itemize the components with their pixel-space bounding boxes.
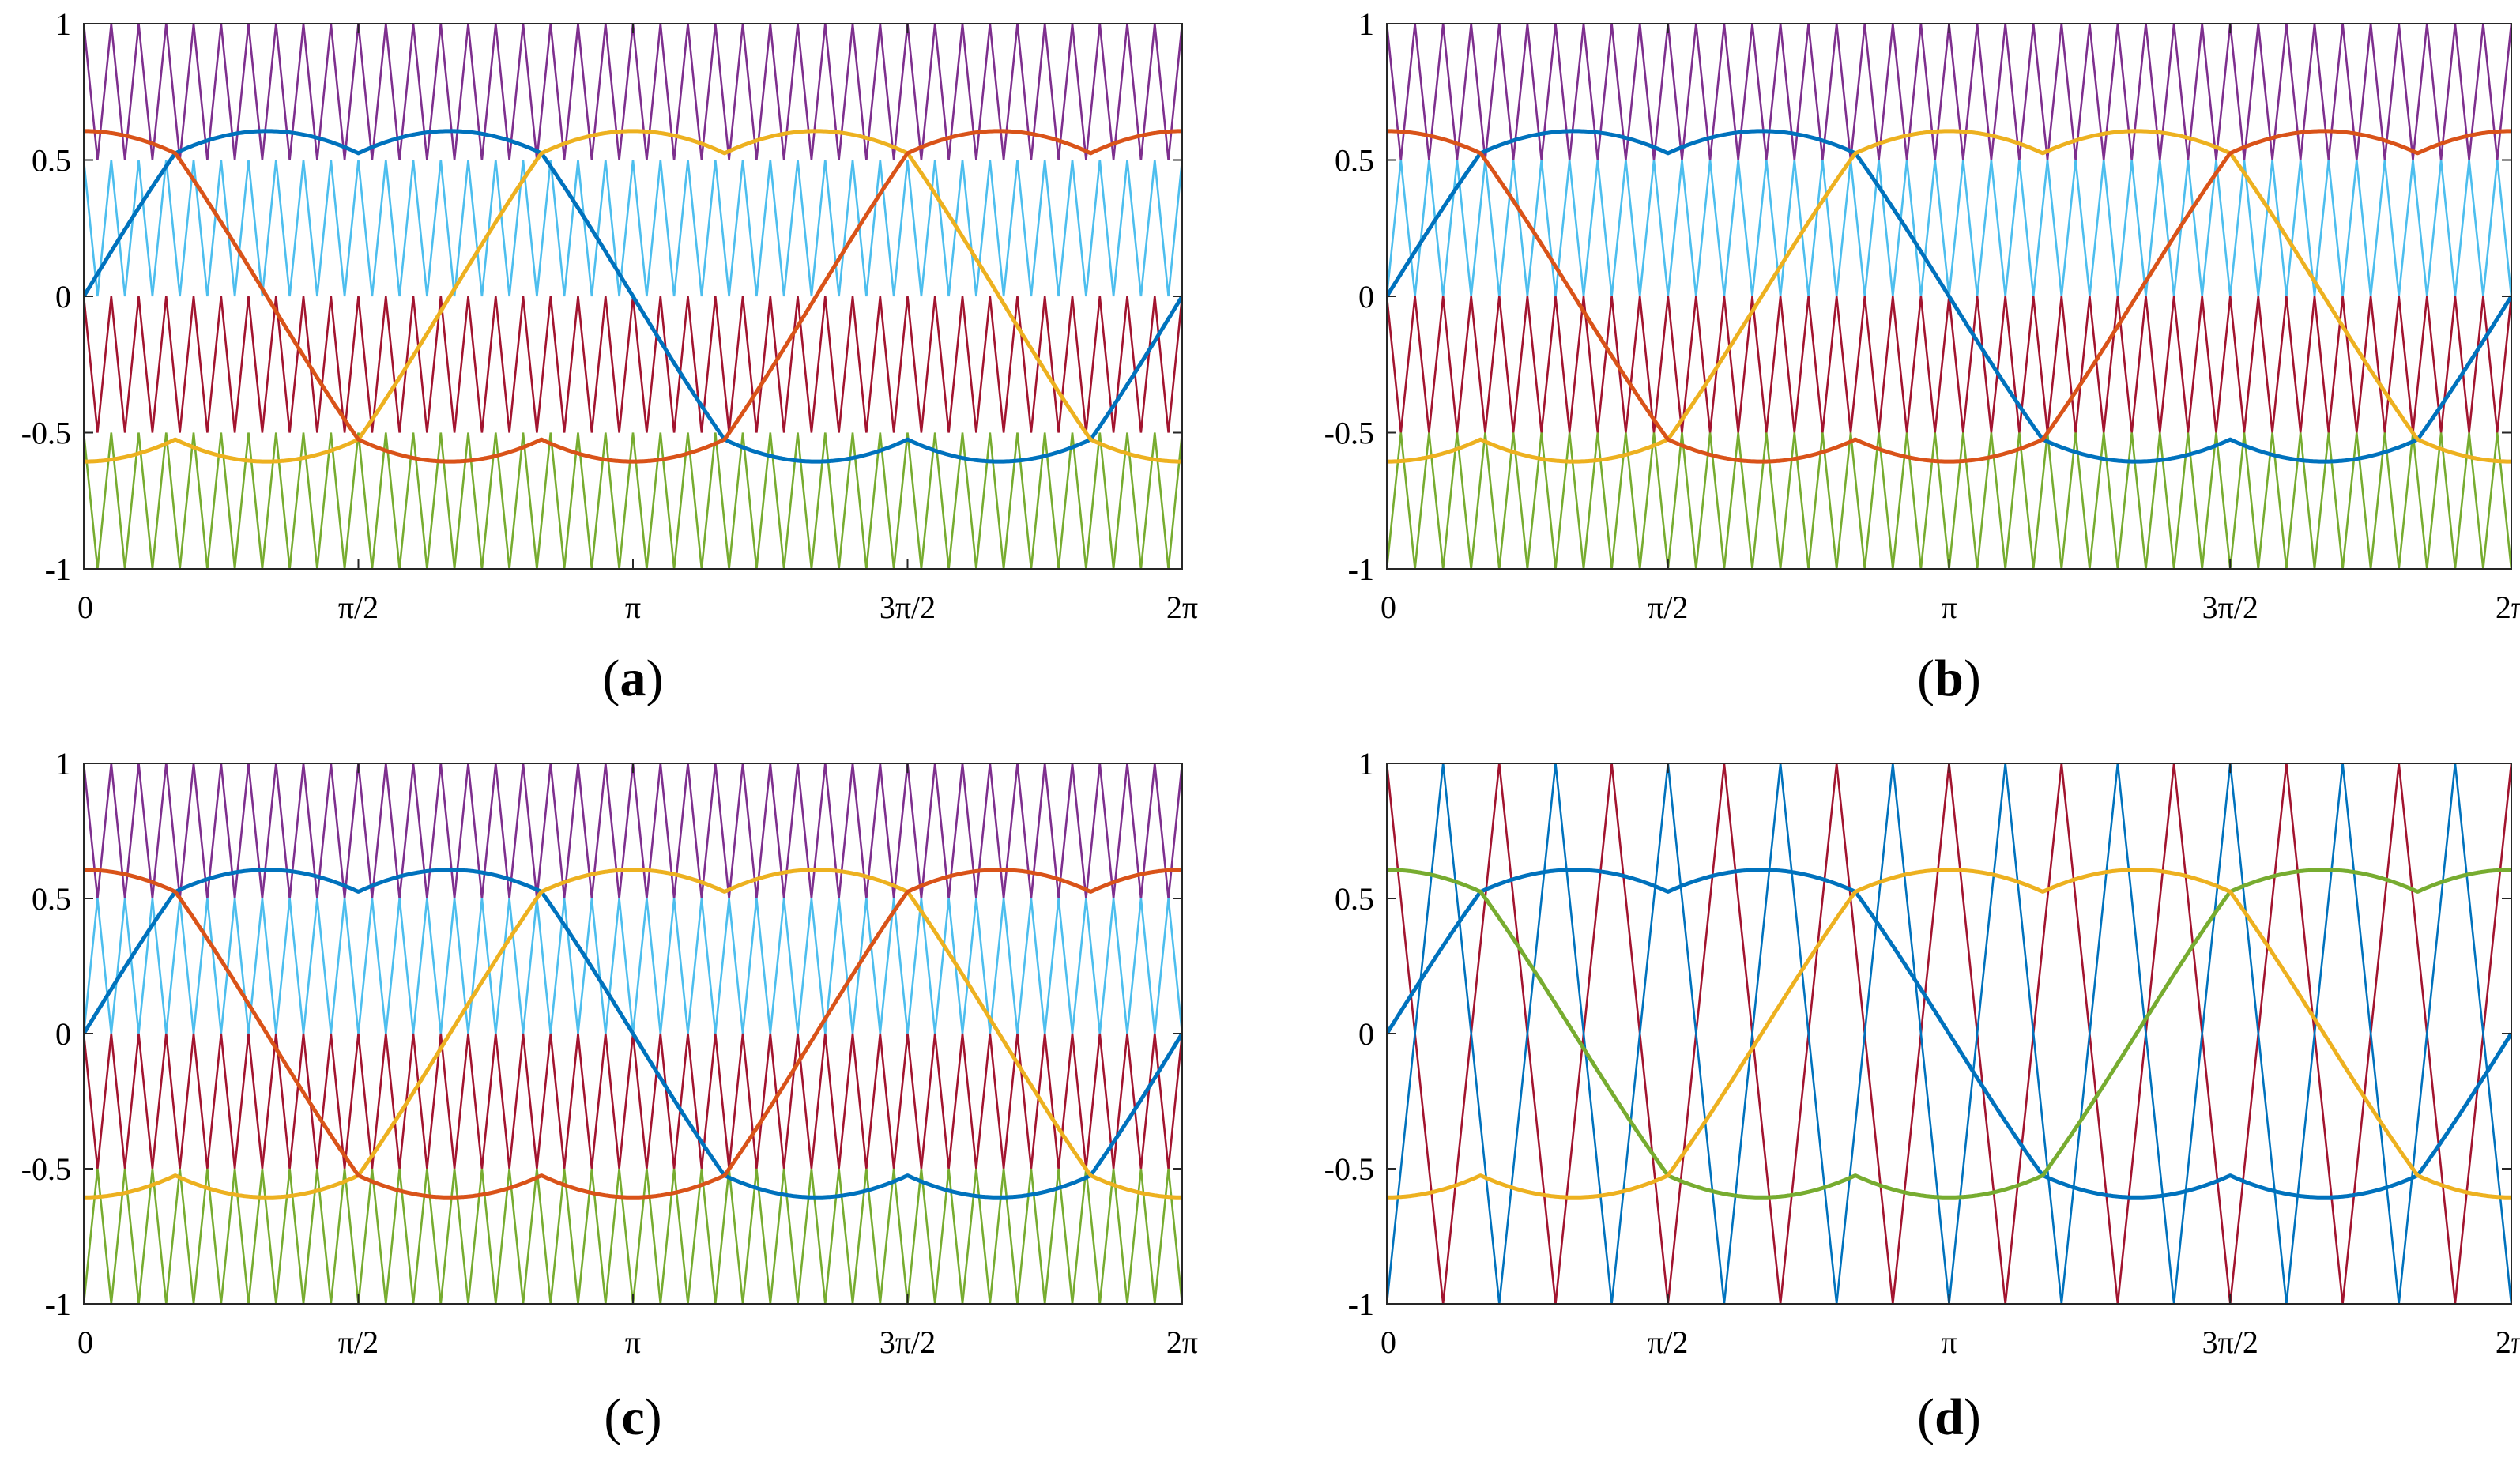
x-tick-label: 2π bbox=[2496, 1324, 2520, 1360]
x-tick-label: π/2 bbox=[1648, 1324, 1688, 1360]
x-tick-label: π bbox=[625, 589, 641, 625]
y-tick-label: 0.5 bbox=[1335, 881, 1374, 917]
reference-a-line bbox=[84, 129, 1182, 464]
chart-panel-c: 0 π/2 π 3π/2 2π 1 0.5 0 -0.5 -1 (c) bbox=[21, 746, 1198, 1446]
panel-label-close-paren: ) bbox=[645, 1388, 662, 1446]
panel-label-open-paren: ( bbox=[603, 650, 620, 707]
reference-c-line bbox=[84, 129, 1182, 464]
x-tick-label: 3π/2 bbox=[2202, 1324, 2258, 1360]
y-tick-label: -0.5 bbox=[1324, 1151, 1374, 1187]
panel-label-b: (b) bbox=[1917, 650, 1981, 707]
panel-label-close-paren: ) bbox=[1964, 1388, 1981, 1446]
y-tick-label: 0 bbox=[1358, 1016, 1374, 1052]
x-tick-label: 2π bbox=[1166, 589, 1198, 625]
plot-area bbox=[1387, 24, 2511, 569]
carrier-4-line bbox=[1387, 432, 2511, 569]
y-tick-label: 0.5 bbox=[1335, 143, 1374, 179]
reference-c-line bbox=[84, 868, 1182, 1200]
reference-a-line bbox=[84, 868, 1182, 1200]
carrier-4-line bbox=[84, 1168, 1182, 1304]
y-tick-label: 1 bbox=[1358, 6, 1374, 42]
panel-label-close-paren: ) bbox=[1964, 650, 1981, 707]
x-tick-label: 0 bbox=[1381, 589, 1396, 625]
panel-label-letter: c bbox=[621, 1388, 644, 1446]
panel-label-open-paren: ( bbox=[1917, 1388, 1934, 1446]
x-tick-label: 2π bbox=[2496, 589, 2520, 625]
carrier-4-line bbox=[84, 432, 1182, 569]
x-tick-label: π bbox=[1941, 589, 1957, 625]
x-tick-label: 0 bbox=[77, 589, 93, 625]
panel-label-open-paren: ( bbox=[604, 1388, 621, 1446]
y-tick-label: 0.5 bbox=[32, 143, 71, 179]
reference-b-line bbox=[1387, 129, 2511, 464]
plot-area bbox=[84, 763, 1182, 1304]
panel-label-letter: b bbox=[1934, 650, 1964, 707]
x-tick-label: 2π bbox=[1166, 1324, 1198, 1360]
chart-panel-a: 0 π/2 π 3π/2 2π 1 0.5 0 -0.5 -1 (a) bbox=[21, 6, 1198, 707]
reference-b-line bbox=[84, 868, 1182, 1200]
x-tick-label: 0 bbox=[1381, 1324, 1396, 1360]
x-tick-label: 0 bbox=[77, 1324, 93, 1360]
reference-a-line bbox=[1387, 129, 2511, 464]
y-tick-label: -1 bbox=[1348, 1286, 1374, 1322]
carrier-2-line bbox=[1387, 763, 2511, 1304]
y-tick-label: -0.5 bbox=[1324, 416, 1374, 451]
y-tick-label: 0.5 bbox=[32, 881, 71, 917]
x-tick-label: π bbox=[1941, 1324, 1957, 1360]
y-tick-label: -0.5 bbox=[21, 1151, 71, 1187]
x-tick-label: π/2 bbox=[1648, 589, 1688, 625]
x-tick-label: 3π/2 bbox=[880, 1324, 936, 1360]
y-tick-label: 0 bbox=[1358, 279, 1374, 315]
y-tick-label: -1 bbox=[45, 552, 71, 587]
plot-area bbox=[84, 24, 1182, 569]
x-tick-label: 3π/2 bbox=[880, 589, 936, 625]
panel-label-c: (c) bbox=[604, 1388, 661, 1446]
carrier-1-line bbox=[1387, 24, 2511, 160]
panel-label-open-paren: ( bbox=[1917, 650, 1934, 707]
y-tick-label: 1 bbox=[55, 6, 71, 42]
reference-a-line bbox=[1387, 868, 2511, 1200]
plot-area bbox=[1387, 763, 2511, 1304]
x-tick-label: π/2 bbox=[338, 589, 379, 625]
y-tick-label: -0.5 bbox=[21, 416, 71, 451]
y-tick-label: 1 bbox=[1358, 746, 1374, 782]
panel-label-d: (d) bbox=[1917, 1388, 1981, 1446]
carrier-2-line bbox=[84, 160, 1182, 297]
y-tick-label: -1 bbox=[45, 1286, 71, 1322]
reference-c-line bbox=[1387, 129, 2511, 464]
y-tick-label: 0 bbox=[55, 1016, 71, 1052]
y-tick-label: -1 bbox=[1348, 552, 1374, 587]
carrier-1-line bbox=[84, 24, 1182, 160]
x-tick-label: 3π/2 bbox=[2202, 589, 2258, 625]
panel-label-a: (a) bbox=[603, 650, 664, 707]
reference-c-line bbox=[1387, 868, 2511, 1200]
carrier-1-line bbox=[84, 763, 1182, 899]
chart-panel-b: 0 π/2 π 3π/2 2π 1 0.5 0 -0.5 -1 (b) bbox=[1324, 6, 2520, 707]
panel-label-letter: d bbox=[1934, 1388, 1964, 1446]
panel-label-close-paren: ) bbox=[646, 650, 664, 707]
carrier-1-line bbox=[1387, 763, 2511, 1304]
y-tick-label: 0 bbox=[55, 279, 71, 315]
panel-label-letter: a bbox=[620, 650, 646, 707]
reference-b-line bbox=[84, 129, 1182, 464]
x-tick-label: π/2 bbox=[338, 1324, 379, 1360]
x-tick-label: π bbox=[625, 1324, 641, 1360]
chart-panel-d: 0 π/2 π 3π/2 2π 1 0.5 0 -0.5 -1 (d) bbox=[1324, 746, 2520, 1446]
y-tick-label: 1 bbox=[55, 746, 71, 782]
reference-b-line bbox=[1387, 868, 2511, 1200]
